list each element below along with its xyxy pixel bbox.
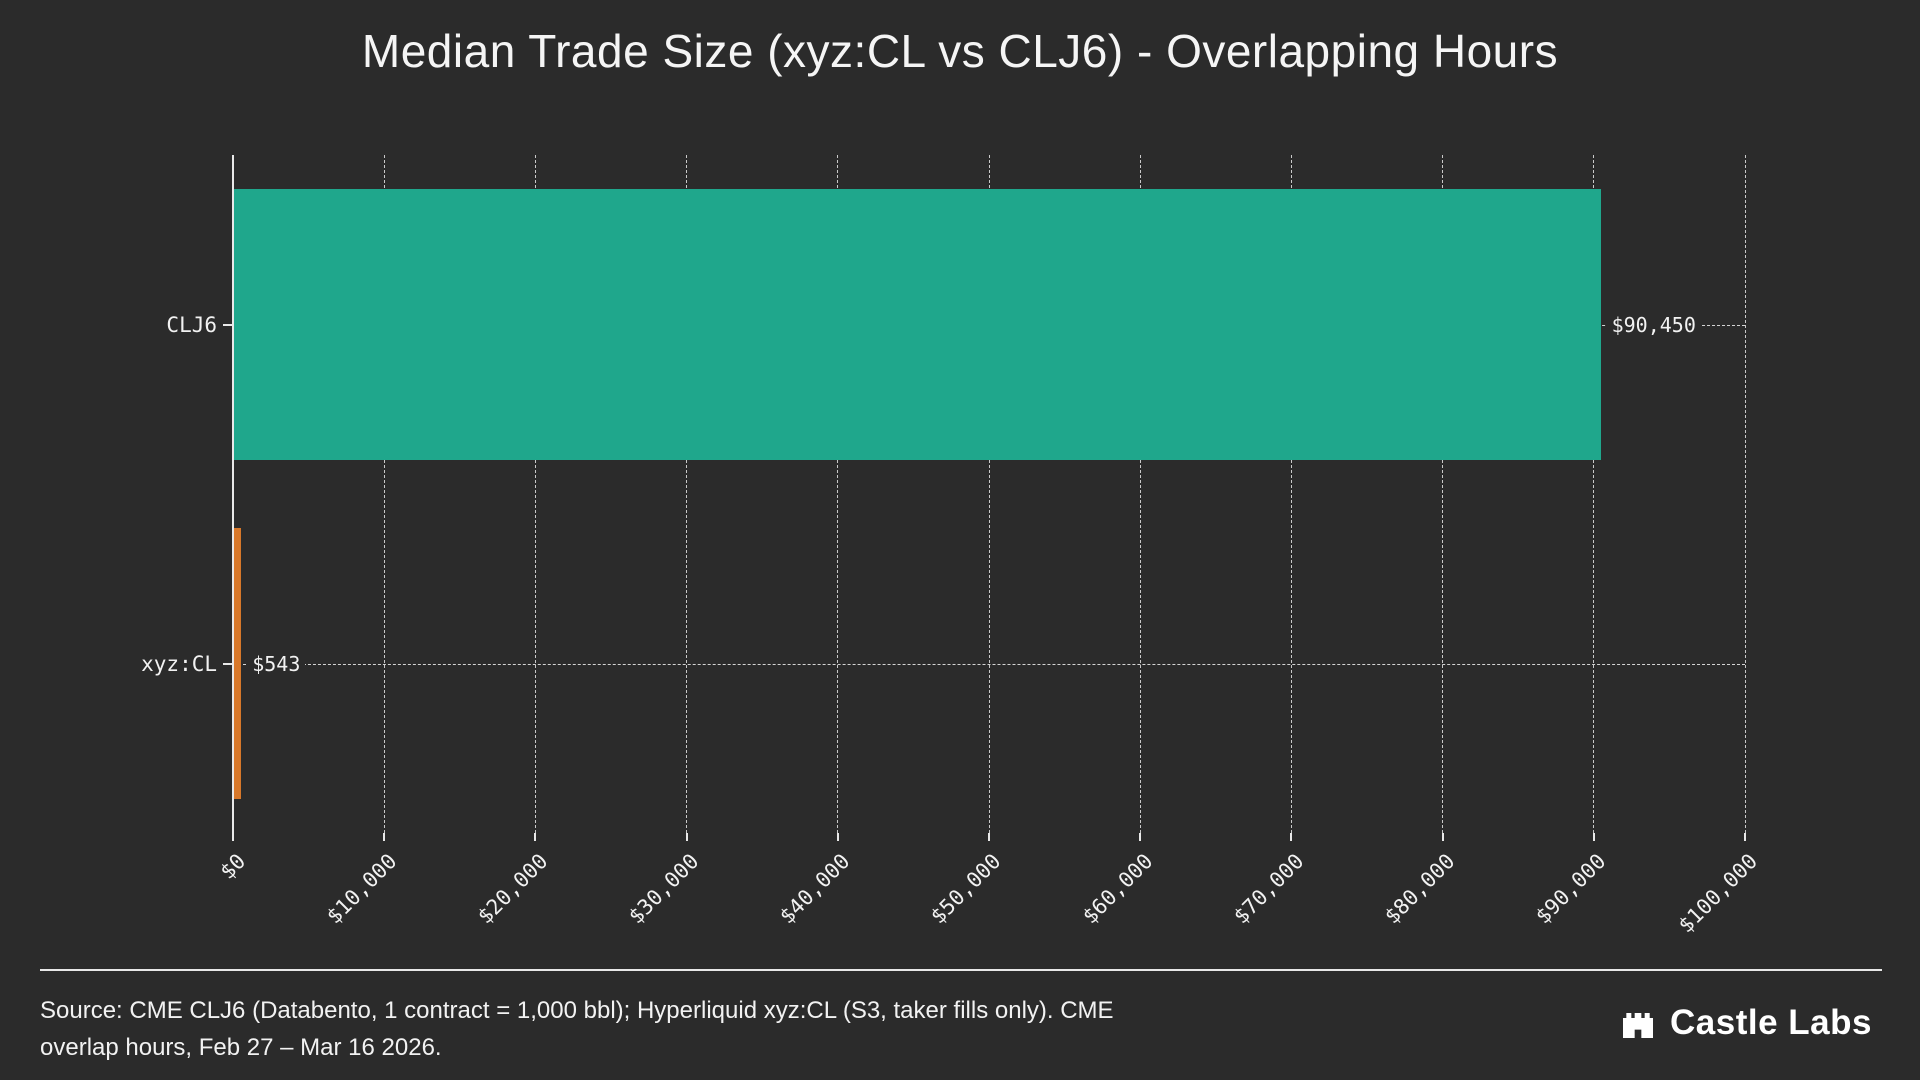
- gridline: [1744, 155, 1746, 833]
- bar: [233, 188, 1601, 461]
- gridline: [383, 155, 385, 833]
- y-axis-tick: [223, 662, 232, 665]
- y-axis-line: [232, 155, 234, 833]
- x-tick-label: $80,000: [1380, 849, 1460, 929]
- gridline: [1442, 155, 1444, 833]
- x-axis-tick: [836, 833, 839, 841]
- x-tick-label: $10,000: [321, 849, 402, 929]
- bar-value-label: $543: [247, 649, 306, 678]
- x-axis-tick: [1290, 833, 1293, 841]
- x-axis-tick: [685, 833, 688, 841]
- x-axis-tick: [1744, 833, 1746, 841]
- x-tick-label: $20,000: [472, 849, 553, 929]
- x-axis-tick: [1441, 833, 1444, 841]
- x-axis-tick: [232, 833, 234, 841]
- x-tick-label: $100,000: [1673, 849, 1762, 938]
- x-tick-label: $30,000: [624, 849, 704, 929]
- x-tick-label: $0: [215, 849, 250, 884]
- x-axis-tick: [383, 833, 386, 841]
- x-tick-label: $40,000: [775, 849, 855, 929]
- bar: [233, 527, 242, 800]
- gridline: [1139, 155, 1141, 833]
- x-tick-label: $50,000: [926, 849, 1006, 929]
- category-label: xyz:CL: [141, 651, 217, 676]
- source-note-line1: Source: CME CLJ6 (Databento, 1 contract …: [40, 997, 1114, 1024]
- gridline: [686, 155, 688, 833]
- x-axis-tick: [1592, 833, 1595, 841]
- gridline: [988, 155, 990, 833]
- x-axis-tick: [1139, 833, 1142, 841]
- gridline: [534, 155, 536, 833]
- value-leader-line: [233, 663, 1745, 665]
- gridline: [1290, 155, 1292, 833]
- gridline: [837, 155, 839, 833]
- x-tick-label: $90,000: [1531, 849, 1611, 929]
- chart-title: Median Trade Size (xyz:CL vs CLJ6) - Ove…: [361, 25, 1559, 77]
- source-note: Source: CME CLJ6 (Databento, 1 contract …: [40, 992, 1114, 1066]
- gridline: [1593, 155, 1595, 833]
- x-tick-label: $60,000: [1077, 849, 1158, 929]
- category-label: CLJ6: [166, 312, 217, 337]
- x-tick-label: $70,000: [1228, 849, 1309, 929]
- brand-name: Castle Labs: [1670, 1003, 1872, 1042]
- footer-divider: [40, 969, 1882, 971]
- y-axis-tick: [223, 323, 232, 326]
- x-axis-tick: [534, 833, 537, 841]
- brand-logo: Castle Labs: [1618, 1003, 1872, 1043]
- source-note-line2: overlap hours, Feb 27 – Mar 16 2026.: [40, 1034, 442, 1061]
- bar-value-label: $90,450: [1606, 310, 1701, 339]
- x-axis-tick: [988, 833, 990, 841]
- castle-icon: [1618, 1003, 1658, 1043]
